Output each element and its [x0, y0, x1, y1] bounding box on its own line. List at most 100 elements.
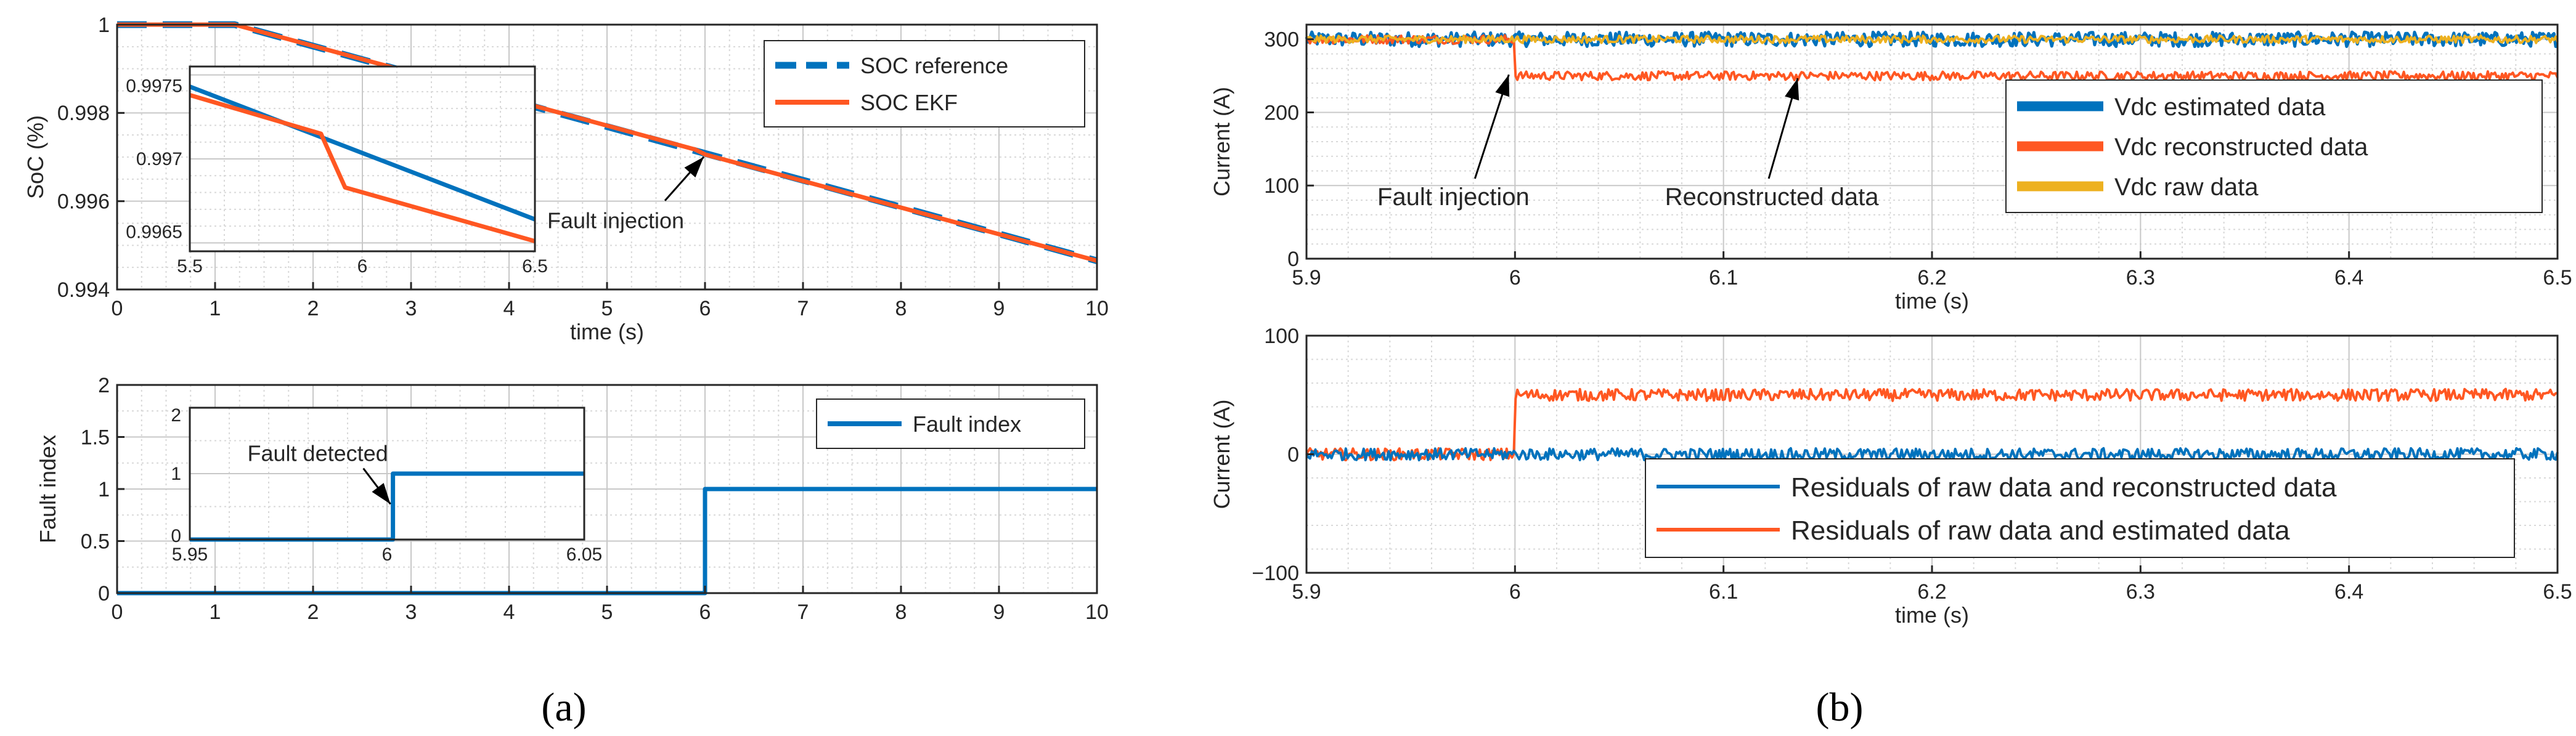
x-tick-label: 6.1: [1709, 580, 1738, 604]
y-tick-label: 0.994: [57, 278, 110, 302]
y-tick-label: 0.998: [57, 102, 110, 125]
x-tick-label: 10: [1085, 297, 1109, 320]
annotation-arrow-head: [684, 156, 704, 178]
inset-annotation-label: Fault detected: [248, 441, 388, 466]
x-tick-label: 6: [699, 297, 711, 320]
inset-x-tick-label: 6.5: [522, 256, 548, 277]
y-axis-label: Fault index: [35, 435, 60, 543]
x-axis-label: time (s): [1895, 602, 1969, 628]
legend-entry: SOC reference: [860, 53, 1008, 78]
y-tick-label: 200: [1264, 101, 1299, 124]
legend-entry: Residuals of raw data and reconstructed …: [1791, 472, 2337, 503]
inset-y-tick-label: 2: [171, 405, 181, 426]
x-tick-label: 6: [1509, 266, 1521, 289]
series-line: [1306, 34, 2559, 44]
inset-annotation-arrow-head: [372, 483, 391, 504]
legend-entry: Vdc raw data: [2114, 174, 2259, 201]
x-tick-label: 6.3: [2126, 266, 2155, 289]
y-tick-label: 0.996: [57, 190, 110, 214]
y-tick-label: 0.5: [81, 530, 110, 553]
inset-x-tick-label: 5.95: [172, 544, 208, 565]
y-axis-label: Current (A): [1209, 87, 1234, 196]
x-tick-label: 6.4: [2334, 580, 2363, 604]
x-tick-label: 6.2: [1917, 580, 1946, 604]
inset-soc: 5.5 6 6.5 0.9965 0.997 0.9975: [126, 65, 548, 277]
x-tick-label: 9: [993, 601, 1005, 624]
y-axis-label: Current (A): [1209, 399, 1234, 509]
x-tick-label: 4: [503, 601, 515, 624]
inset-y-tick-label: 0.9975: [126, 76, 182, 97]
inset-y-tick-label: 1: [171, 464, 181, 484]
caption-b: (b): [1816, 685, 1864, 730]
x-tick-label: 5.9: [1292, 580, 1321, 604]
legend-entry: Residuals of raw data and estimated data: [1791, 516, 2290, 546]
y-tick-label: 100: [1264, 174, 1299, 198]
x-tick-label: 5.9: [1292, 266, 1321, 289]
x-tick-label: 8: [895, 601, 907, 624]
legend-box: [1645, 458, 2515, 558]
x-tick-label: 6.3: [2126, 580, 2155, 604]
legend-box: [764, 40, 1085, 127]
y-tick-label: −100: [1252, 562, 1299, 585]
series-line: [1305, 387, 2558, 462]
y-tick-label: 1.5: [81, 426, 110, 449]
inset-x-tick-label: 6: [382, 544, 393, 565]
chart-soc: 0 1 2 3 4 5 6 7 8 9 10 0.994 0.996 0.998 1 time (s) SoC …: [23, 14, 1109, 344]
x-tick-label: 8: [895, 297, 907, 320]
inset-y-tick-label: 0: [171, 526, 181, 546]
inset-y-tick-label: 0.9965: [126, 222, 182, 242]
inset-frame: [189, 406, 585, 541]
legend-entry: Fault index: [913, 411, 1021, 437]
x-tick-label: 1: [210, 601, 221, 624]
x-tick-label: 6.5: [2543, 266, 2572, 289]
x-tick-label: 7: [797, 601, 809, 624]
x-tick-label: 6: [1509, 580, 1521, 604]
inset-x-tick-label: 5.5: [177, 256, 203, 277]
annotation-label: Reconstructed data: [1665, 184, 1880, 211]
x-tick-label: 4: [503, 297, 515, 320]
annotation-arrow-head: [1785, 78, 1800, 101]
x-tick-label: 6: [699, 601, 711, 624]
y-tick-label: 2: [98, 374, 110, 397]
y-tick-label: 300: [1264, 28, 1299, 52]
series-line: [1305, 447, 2559, 462]
x-tick-label: 2: [308, 601, 319, 624]
chart-vdc: 5.9 6 6.1 6.2 6.3 6.4 6.5 0 100 200 300 time (s) Cur…: [1209, 23, 2572, 313]
inset-series-line: [189, 93, 536, 243]
x-tick-label: 9: [993, 297, 1005, 320]
x-tick-label: 10: [1085, 601, 1109, 624]
series-line: [1306, 34, 2559, 82]
series-line: [1305, 30, 2558, 49]
legend-entry: SOC EKF: [860, 90, 958, 115]
y-tick-label: 0: [98, 582, 110, 605]
chart-residuals: 5.9 6 6.1 6.2 6.3 6.4 6.5 −100 0 100 time (s) Curre…: [1209, 325, 2572, 628]
x-tick-label: 6.5: [2543, 580, 2572, 604]
inset-series-line: [189, 84, 536, 222]
x-tick-label: 3: [406, 601, 417, 624]
legend-entry: Vdc reconstructed data: [2114, 134, 2368, 161]
annotation-label: Fault injection: [547, 208, 684, 233]
y-tick-label: 0: [1287, 248, 1299, 271]
x-tick-label: 6.1: [1709, 266, 1738, 289]
inset-x-tick-label: 6: [357, 256, 368, 277]
x-tick-label: 5: [601, 297, 613, 320]
inset-x-tick-label: 6.05: [566, 544, 602, 565]
annotation-label: Fault injection: [1377, 184, 1530, 211]
y-tick-label: 1: [98, 478, 110, 501]
x-tick-label: 1: [210, 297, 221, 320]
y-tick-label: 100: [1264, 325, 1299, 348]
x-tick-label: 5: [601, 601, 613, 624]
x-axis-label: time (s): [570, 319, 644, 344]
inset-fault: 5.95 6 6.05 0 1 2 Fault detected: [171, 405, 602, 565]
y-axis-label: SoC (%): [23, 115, 48, 199]
x-tick-label: 0: [112, 297, 123, 320]
chart-fault: 0 1 2 3 4 5 6 7 8 9 10 0 0.5 1 1.5 2 Fault index Fault in…: [35, 374, 1109, 624]
annotation-arrow-head: [1495, 75, 1510, 97]
legend-entry: Vdc estimated data: [2114, 94, 2326, 121]
y-tick-label: 1: [98, 14, 110, 37]
x-axis-label: time (s): [1895, 288, 1969, 313]
inset-y-tick-label: 0.997: [136, 149, 182, 169]
caption-a: (a): [541, 685, 586, 730]
x-tick-label: 2: [308, 297, 319, 320]
